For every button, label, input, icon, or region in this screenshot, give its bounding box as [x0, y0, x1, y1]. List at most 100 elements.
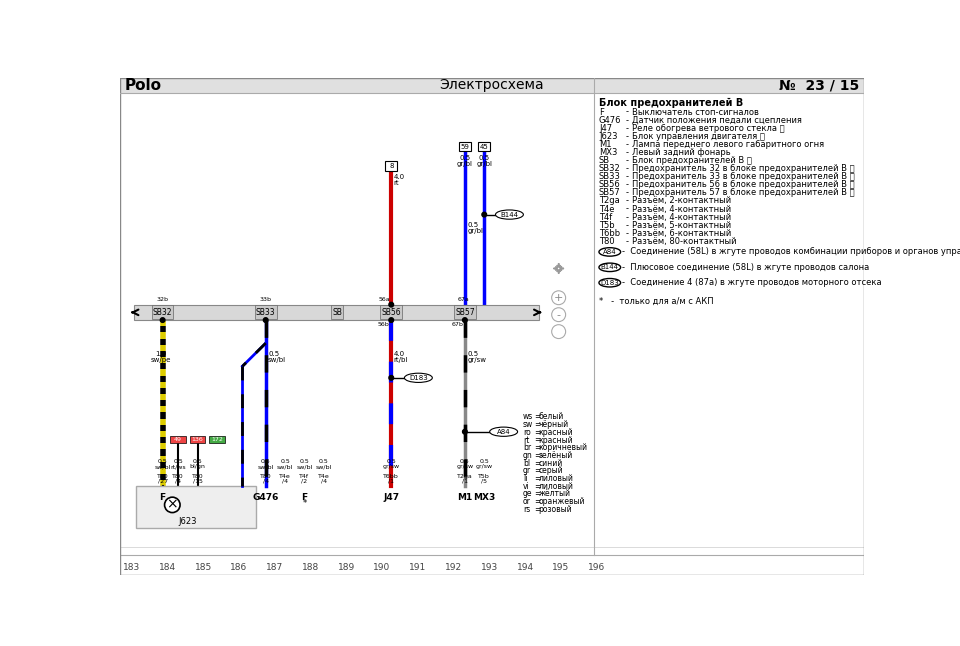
- Ellipse shape: [404, 373, 432, 382]
- Ellipse shape: [599, 278, 621, 287]
- Text: li: li: [523, 474, 527, 483]
- Text: Разъём, 4-контактный: Разъём, 4-контактный: [632, 213, 731, 222]
- Text: 194: 194: [516, 563, 534, 572]
- Text: SB56: SB56: [381, 308, 401, 317]
- Text: 56a: 56a: [378, 297, 390, 302]
- Text: серый: серый: [539, 466, 564, 475]
- Text: rt: rt: [394, 180, 399, 186]
- Text: *   -  только для а/м с АКП: * - только для а/м с АКП: [599, 297, 713, 306]
- Text: 0.5: 0.5: [193, 459, 203, 464]
- Text: G476: G476: [252, 494, 279, 503]
- Text: =: =: [534, 428, 540, 437]
- Text: -: -: [626, 221, 629, 230]
- Text: -: -: [626, 172, 629, 182]
- Circle shape: [389, 375, 394, 380]
- Text: sw/bl: sw/bl: [257, 464, 274, 469]
- Text: розовый: розовый: [539, 505, 572, 514]
- Text: +: +: [554, 293, 564, 303]
- Text: T80: T80: [156, 474, 168, 479]
- Text: оранжевый: оранжевый: [539, 497, 585, 506]
- Text: bl/gn: bl/gn: [189, 464, 205, 469]
- Circle shape: [164, 497, 180, 512]
- Text: J623: J623: [599, 132, 617, 141]
- Text: gn: gn: [523, 451, 533, 460]
- Circle shape: [552, 307, 565, 322]
- Text: T4e: T4e: [599, 205, 614, 214]
- Text: Реле обогрева ветрового стекла 📷: Реле обогрева ветрового стекла 📷: [632, 124, 784, 132]
- Text: 59: 59: [461, 144, 469, 150]
- Text: Выключатель стоп-сигналов: Выключатель стоп-сигналов: [632, 107, 758, 116]
- Text: F: F: [301, 494, 307, 503]
- Text: 184: 184: [158, 563, 176, 572]
- Text: 1.0: 1.0: [156, 351, 167, 357]
- Text: sw/bl: sw/bl: [297, 464, 313, 469]
- Text: sw/bl: sw/bl: [268, 357, 286, 363]
- Text: 186: 186: [230, 563, 248, 572]
- Text: =: =: [534, 459, 540, 468]
- Text: коричневый: коричневый: [539, 443, 588, 452]
- Text: -  Соединение (58L) в жгуте проводов комбинации приборов и органов управления: - Соединение (58L) в жгуте проводов комб…: [622, 247, 960, 256]
- Text: 67a: 67a: [458, 297, 469, 302]
- Bar: [331, 306, 344, 319]
- Text: Левый задний фонарь: Левый задний фонарь: [632, 148, 731, 157]
- Text: sw/bl: sw/bl: [155, 464, 171, 469]
- Circle shape: [389, 302, 394, 307]
- Text: T4f: T4f: [599, 213, 612, 222]
- Text: T6bb: T6bb: [599, 229, 620, 238]
- Text: Предохранитель 57 в блоке предохранителей B 📷: Предохранитель 57 в блоке предохранителе…: [632, 189, 854, 198]
- Text: =: =: [534, 497, 540, 506]
- Text: 67b: 67b: [451, 322, 464, 328]
- Text: ws: ws: [523, 412, 533, 421]
- Text: 0.5: 0.5: [300, 459, 309, 464]
- Text: -: -: [557, 309, 561, 320]
- Text: 189: 189: [338, 563, 355, 572]
- Text: bl: bl: [523, 459, 530, 468]
- Text: gr/bl: gr/bl: [457, 161, 473, 167]
- Circle shape: [160, 318, 165, 322]
- Text: чёрный: чёрный: [539, 420, 568, 429]
- Text: F: F: [159, 494, 166, 503]
- Text: 45: 45: [480, 144, 489, 150]
- Text: 0.5: 0.5: [157, 459, 167, 464]
- Text: 33b: 33b: [260, 297, 272, 302]
- Text: /4: /4: [321, 479, 327, 484]
- Text: SB32: SB32: [153, 308, 173, 317]
- Bar: [478, 142, 491, 151]
- Text: rt/ws: rt/ws: [170, 464, 186, 469]
- Text: 183: 183: [123, 563, 140, 572]
- Text: F: F: [599, 107, 604, 116]
- Text: 0.5: 0.5: [468, 351, 478, 357]
- Text: D183: D183: [409, 375, 428, 381]
- Text: 136: 136: [192, 437, 204, 442]
- Text: 190: 190: [373, 563, 391, 572]
- Text: лиловый: лиловый: [539, 474, 573, 483]
- Text: =: =: [534, 505, 540, 514]
- Text: rs: rs: [523, 505, 530, 514]
- Text: -: -: [626, 205, 629, 214]
- Text: =: =: [534, 451, 540, 460]
- Text: =: =: [534, 443, 540, 452]
- Text: ge: ge: [523, 490, 533, 499]
- Text: Разъём, 6-контактный: Разъём, 6-контактный: [632, 229, 731, 238]
- Bar: [385, 162, 397, 171]
- Text: J623: J623: [179, 517, 197, 526]
- Text: SB57: SB57: [599, 189, 621, 198]
- Text: -: -: [626, 116, 629, 125]
- Text: T4f: T4f: [300, 474, 309, 479]
- Bar: [459, 142, 471, 151]
- Text: 0.5: 0.5: [261, 459, 271, 464]
- Text: T80: T80: [260, 474, 272, 479]
- Text: MX3: MX3: [599, 148, 617, 157]
- Text: Разъём, 2-контактный: Разъём, 2-контактный: [632, 196, 731, 205]
- Text: 191: 191: [409, 563, 426, 572]
- Text: красный: красный: [539, 435, 573, 444]
- Text: rt/bl: rt/bl: [394, 357, 408, 363]
- Text: A84: A84: [497, 429, 511, 435]
- Text: 0.5: 0.5: [386, 459, 396, 464]
- Text: T5b: T5b: [599, 221, 614, 230]
- Text: SB: SB: [599, 156, 610, 165]
- Circle shape: [482, 213, 487, 217]
- Circle shape: [263, 318, 268, 322]
- Text: 0.5: 0.5: [479, 154, 490, 160]
- Text: 0.5: 0.5: [460, 459, 469, 464]
